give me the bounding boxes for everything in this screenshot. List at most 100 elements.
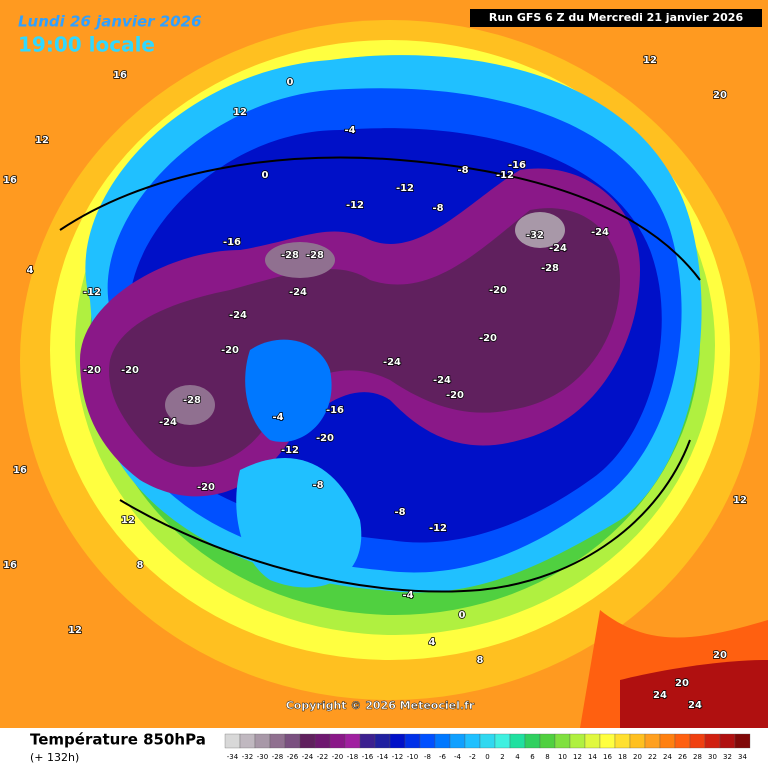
isotherm-label: 12 — [643, 55, 657, 66]
isotherm-label: -28 — [541, 263, 559, 274]
legend-tick-label: -22 — [317, 753, 328, 761]
legend-tick-label: -6 — [439, 753, 447, 761]
legend-tick-label: 0 — [485, 753, 489, 761]
isotherm-label: 20 — [713, 90, 727, 101]
isotherm-label: 16 — [13, 465, 27, 476]
legend-swatch — [719, 733, 736, 749]
legend-tick-label: 32 — [723, 753, 732, 761]
isotherm-label: 0 — [459, 610, 466, 621]
isotherm-label: 16 — [113, 70, 127, 81]
legend-tick-label: -14 — [377, 753, 389, 761]
legend-tick-label: -30 — [257, 753, 268, 761]
legend-swatch — [494, 733, 511, 749]
legend-tick-label: -20 — [332, 753, 343, 761]
isotherm-label: -24 — [159, 417, 177, 428]
legend-swatch — [374, 733, 391, 749]
isotherm-label: -28 — [306, 250, 324, 261]
forecast-date: Lundi 26 janvier 2026 — [18, 13, 202, 31]
isotherm-label: -24 — [549, 243, 567, 254]
isotherm-label: -20 — [489, 285, 507, 296]
isotherm-label: 4 — [429, 637, 436, 648]
legend-tick-label: 14 — [588, 753, 597, 761]
legend-tick-label: 10 — [558, 753, 567, 761]
legend-tick-label: 30 — [708, 753, 717, 761]
legend-swatch — [404, 733, 421, 749]
isotherm-label: 8 — [137, 560, 144, 571]
legend-tick-label: -8 — [424, 753, 431, 761]
legend-tick-label: -16 — [362, 753, 374, 761]
isotherm-label: 20 — [675, 678, 689, 689]
legend-swatch — [674, 733, 691, 749]
isotherm-label: 12 — [733, 495, 747, 506]
isotherm-label: -20 — [83, 365, 101, 376]
isotherm-label: -20 — [446, 390, 464, 401]
legend-tick-label: -32 — [242, 753, 253, 761]
legend-tick-label: -34 — [227, 753, 239, 761]
isotherm-label: -24 — [433, 375, 451, 386]
legend-tick-label: 24 — [663, 753, 672, 761]
copyright: Copyright © 2026 Meteociel.fr — [286, 699, 475, 712]
isotherm-label: -8 — [457, 165, 468, 176]
isotherm-label: -12 — [496, 170, 514, 181]
isotherm-label: -16 — [223, 237, 241, 248]
legend-tick-label: 16 — [603, 753, 612, 761]
isotherm-label: -4 — [344, 125, 355, 136]
legend-tick-label: -2 — [469, 753, 476, 761]
isotherm-label: -16 — [326, 405, 344, 416]
isotherm-label: 16 — [3, 175, 17, 186]
isotherm-label: 0 — [287, 77, 294, 88]
legend-swatch — [644, 733, 661, 749]
isotherm-label: -16 — [508, 160, 526, 171]
legend-tick-label: -18 — [347, 753, 358, 761]
isotherm-label: -24 — [229, 310, 247, 321]
legend-swatch — [434, 733, 451, 749]
isotherm-label: -28 — [183, 395, 201, 406]
isotherm-label: -32 — [526, 230, 544, 241]
isotherm-label: -8 — [432, 203, 443, 214]
isotherm-label: -8 — [312, 480, 323, 491]
isotherm-label: -12 — [429, 523, 447, 534]
legend-tick-label: -28 — [272, 753, 283, 761]
isotherm-label: 24 — [653, 690, 667, 701]
legend-swatch — [254, 733, 271, 749]
isotherm-label: 12 — [233, 107, 247, 118]
legend-tick-label: 2 — [500, 753, 504, 761]
isotherm-label: -12 — [346, 200, 364, 211]
legend-tick-label: 34 — [738, 753, 747, 761]
isotherm-label: -24 — [289, 287, 307, 298]
legend-swatch — [329, 733, 346, 749]
legend-tick-label: 26 — [678, 753, 687, 761]
isotherm-label: 8 — [477, 655, 484, 666]
legend-swatch — [584, 733, 601, 749]
legend-tick-label: 4 — [515, 753, 520, 761]
legend-swatch — [314, 733, 331, 749]
legend-swatch — [614, 733, 631, 749]
isotherm-label: -12 — [83, 287, 101, 298]
legend-tick-label: 12 — [573, 753, 582, 761]
legend-swatch — [449, 733, 466, 749]
legend-swatch — [464, 733, 481, 749]
legend-swatch — [569, 733, 586, 749]
legend-tick-label: 20 — [633, 753, 642, 761]
legend-swatch — [599, 733, 616, 749]
legend-swatch — [704, 733, 721, 749]
isotherm-label: -20 — [479, 333, 497, 344]
isotherm-label: -20 — [197, 482, 215, 493]
legend-swatch — [239, 733, 256, 749]
legend-swatch — [224, 733, 241, 749]
legend-swatch — [509, 733, 526, 749]
isotherm-label: -4 — [272, 412, 283, 423]
legend-swatch — [524, 733, 541, 749]
legend-swatch — [359, 733, 376, 749]
isotherm-label: -24 — [383, 357, 401, 368]
legend-swatch — [389, 733, 406, 749]
isotherm-label: 0 — [262, 170, 269, 181]
legend-swatch — [299, 733, 316, 749]
legend: Température 850hPa (+ 132h) -34 -32 -30 -28… — [30, 731, 751, 764]
legend-swatch — [629, 733, 646, 749]
legend-swatch — [479, 733, 496, 749]
legend-tick-label: -10 — [407, 753, 418, 761]
legend-tick-label: 22 — [648, 753, 657, 761]
isotherm-label: -20 — [221, 345, 239, 356]
legend-tick-label: -12 — [392, 753, 403, 761]
